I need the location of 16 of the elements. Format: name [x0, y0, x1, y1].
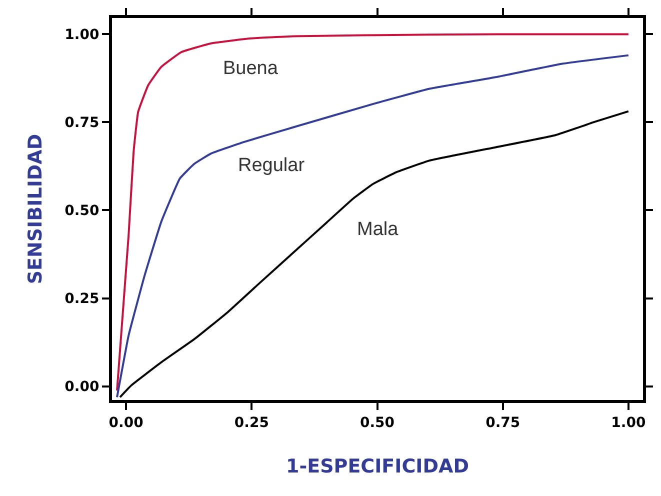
y-tick-label: 0.75 — [64, 115, 100, 132]
y-tick-label: 0.00 — [64, 379, 100, 396]
y-axis-title: SENSIBILIDAD — [24, 134, 47, 284]
x-tick-label: 0.25 — [234, 414, 269, 431]
y-tick-label: 0.50 — [64, 203, 100, 220]
x-tick-label: 0.50 — [360, 414, 395, 431]
series-label: Regular — [238, 155, 306, 176]
x-axis-title: 1-ESPECIFICIDAD — [286, 456, 469, 478]
y-tick-label: 0.25 — [64, 291, 100, 308]
x-tick-label: 1.00 — [611, 414, 646, 431]
line-series — [119, 110, 630, 398]
y-tick-label: 1.00 — [64, 27, 100, 44]
x-tick-label: 0.75 — [486, 414, 520, 431]
series-label: Mala — [357, 219, 399, 240]
series-label: Buena — [223, 58, 278, 79]
x-tick-label: 0.00 — [108, 414, 144, 431]
